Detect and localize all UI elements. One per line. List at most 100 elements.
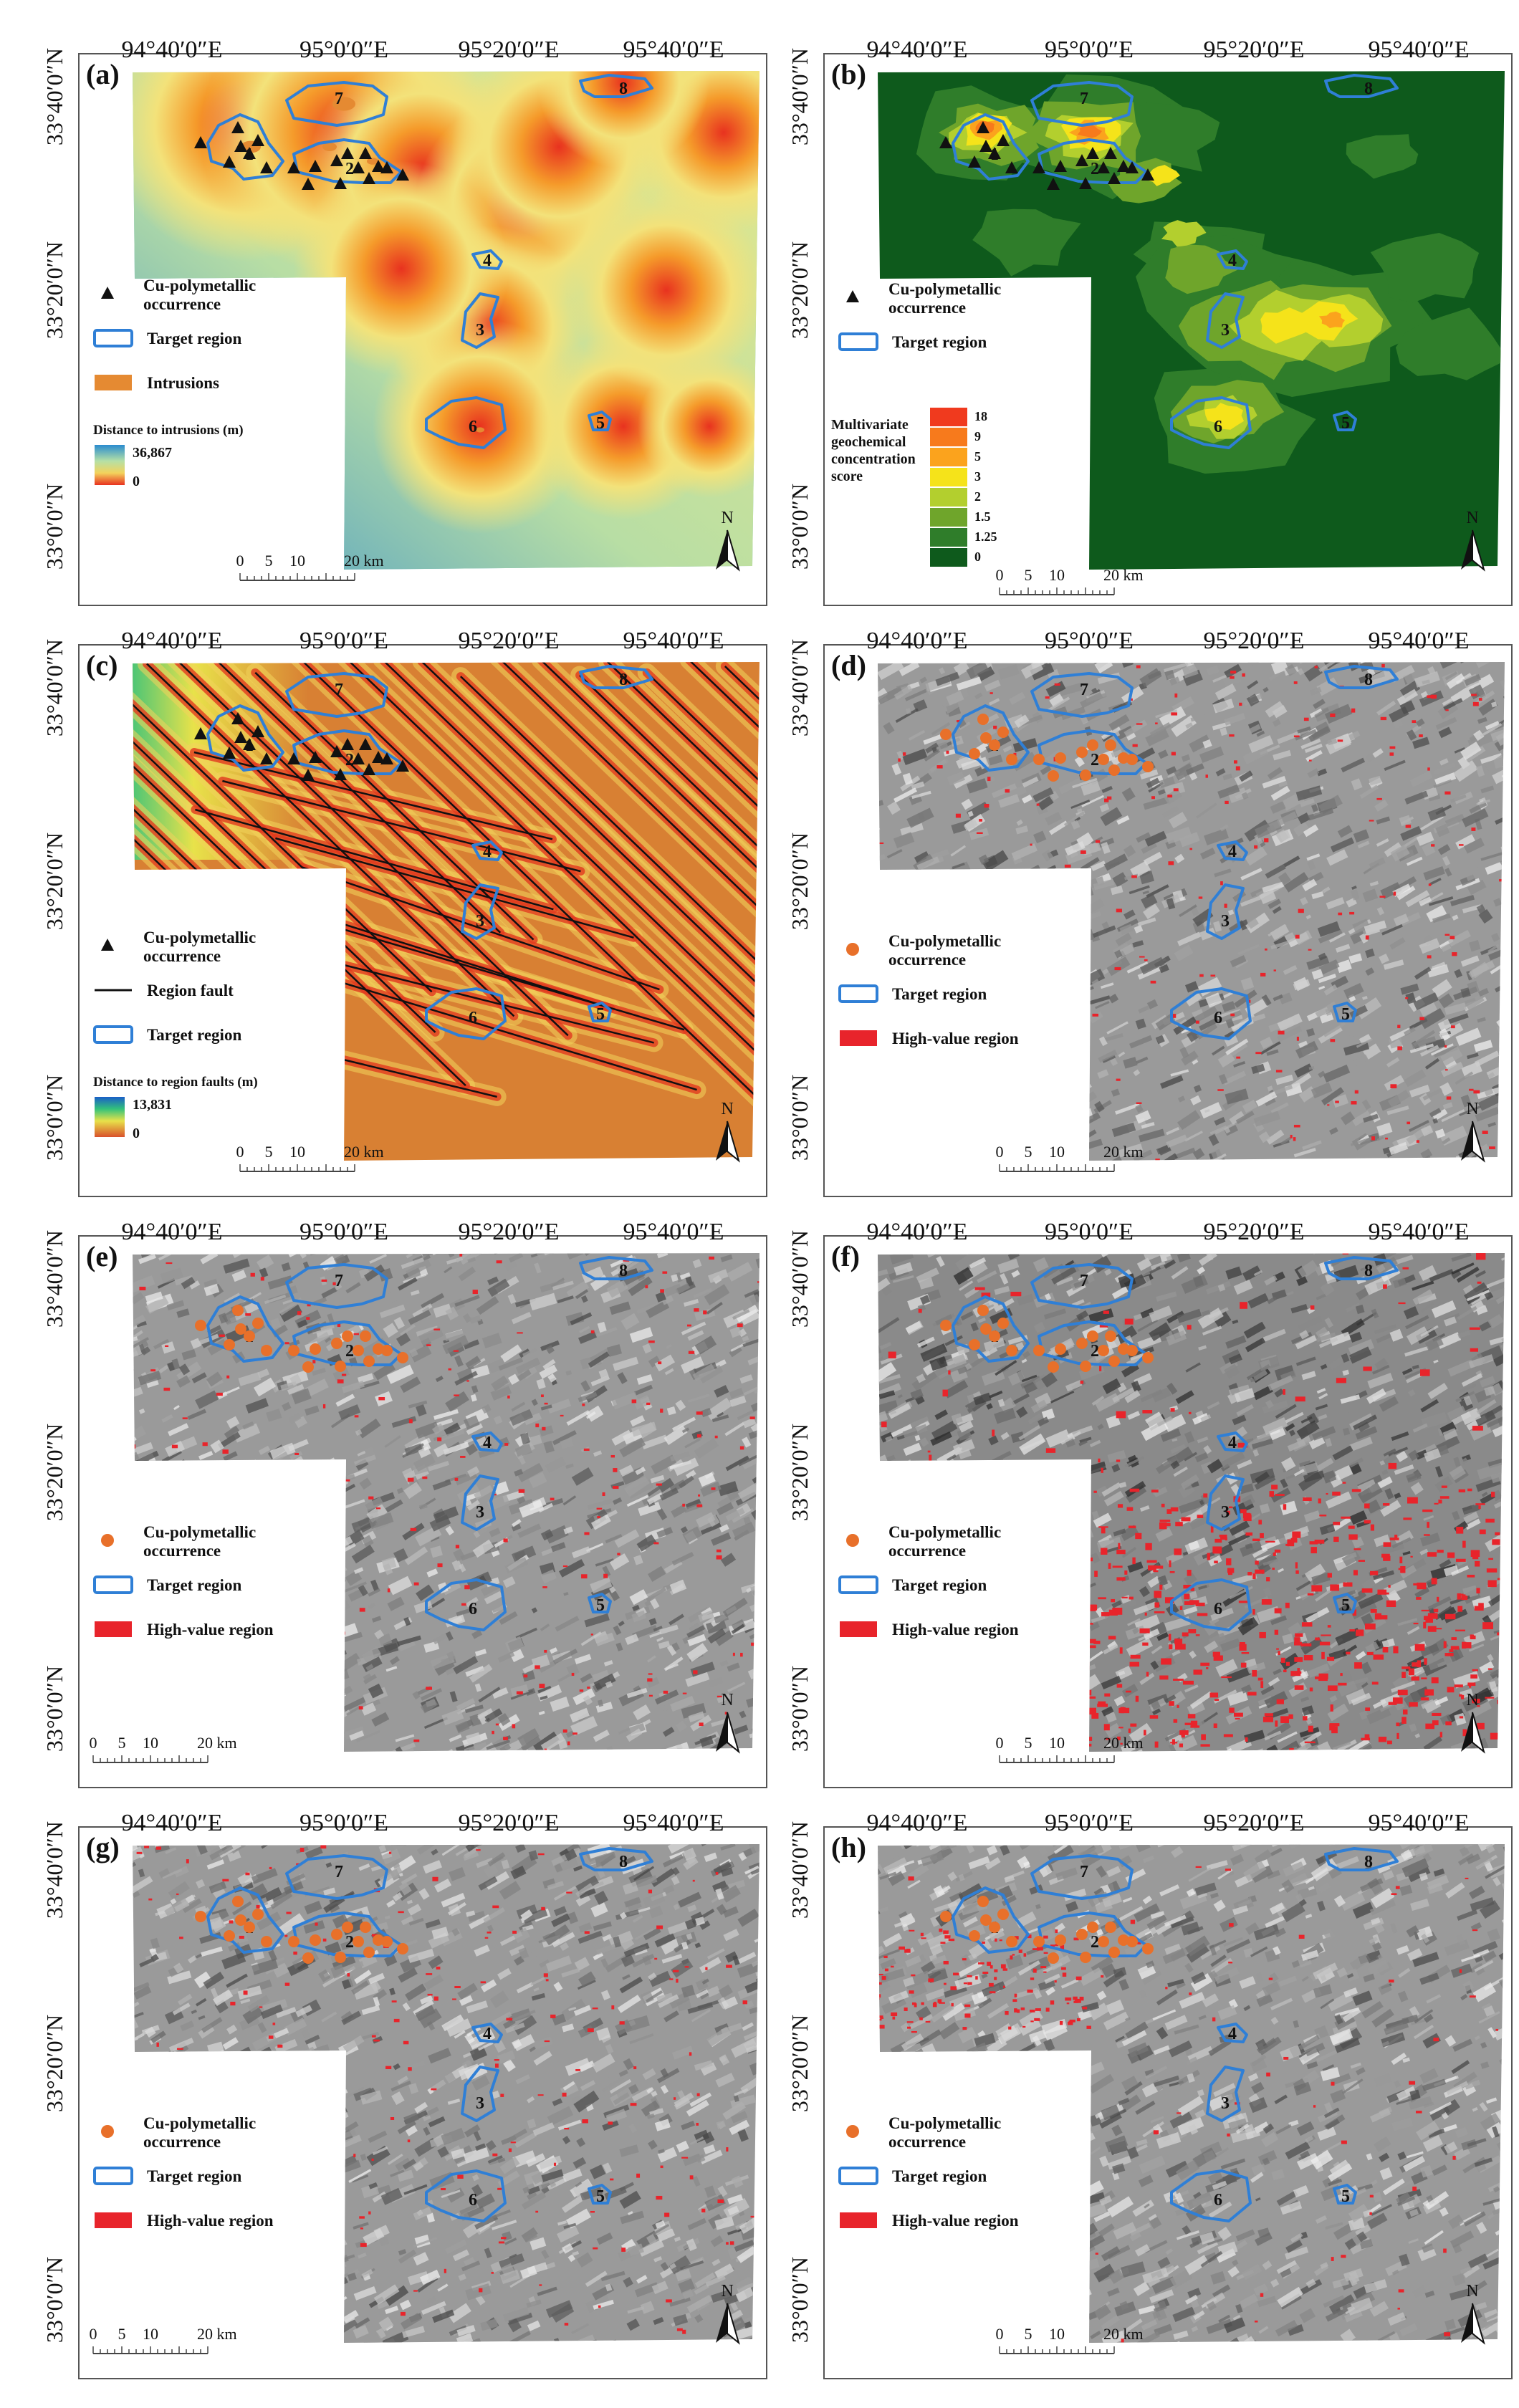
high-value-patch	[503, 1737, 508, 1740]
high-value-patch	[1292, 1531, 1301, 1538]
high-value-patch	[1401, 1666, 1411, 1669]
high-value-patch	[1369, 2194, 1374, 2198]
high-value-patch	[517, 1332, 523, 1334]
scale-bar-label: 5	[118, 1734, 126, 1752]
target-region-label: 4	[1228, 2025, 1237, 2043]
latitude-label: 33°20′0″N	[42, 241, 67, 339]
high-value-patch	[1309, 1687, 1313, 1692]
high-value-patch	[322, 1938, 327, 1942]
high-value-patch	[943, 1960, 949, 1965]
high-value-patch	[1107, 796, 1112, 800]
high-value-patch	[953, 1972, 959, 1976]
occurrence-marker	[342, 1922, 353, 1933]
high-value-patch	[1198, 896, 1203, 899]
high-value-patch	[1401, 1717, 1407, 1724]
high-value-patch	[995, 1938, 997, 1942]
high-value-patch	[1179, 1730, 1189, 1735]
latitude-labels: 33°40′0″N33°20′0″N33°0′0″N	[787, 1230, 813, 1752]
panel-label: (h)	[831, 1831, 866, 1863]
target-region-8	[579, 1256, 653, 1280]
target-region-4	[1217, 840, 1248, 861]
high-value-patch	[1419, 734, 1423, 737]
longitude-label: 95°20′0″E	[1204, 1222, 1305, 1245]
high-value-patch	[1010, 1292, 1022, 1297]
high-value-patch	[1327, 1656, 1335, 1661]
target-region-label: 5	[1341, 1005, 1350, 1024]
high-value-patch	[682, 2329, 686, 2334]
high-value-patch	[884, 1968, 888, 1972]
longitude-label: 95°40′0″E	[1369, 630, 1470, 654]
high-value-patch	[989, 1991, 996, 1994]
map-panel-g: 94°40′0″E 95°0′0″E 95°20′0″E 95°40′0″E33°40…	[42, 1813, 767, 2379]
high-value-patch	[1427, 1613, 1438, 1619]
high-value-patch	[1149, 1715, 1159, 1719]
high-value-patch	[1412, 720, 1417, 724]
high-value-patch	[268, 2035, 274, 2039]
high-value-patch	[1075, 1976, 1082, 1980]
high-value-patch	[1230, 1013, 1235, 1017]
north-arrow-icon: N	[716, 2282, 740, 2345]
map-content	[133, 71, 760, 570]
high-value-patch	[964, 2013, 971, 2018]
occurrence-marker	[1087, 739, 1098, 751]
latitude-label: 33°40′0″N	[787, 48, 813, 145]
occurrence-marker	[334, 768, 347, 780]
occurrence-marker	[232, 1305, 244, 1316]
high-value-patch	[1200, 1662, 1210, 1666]
high-value-patch	[1150, 980, 1156, 984]
high-value-patch	[373, 2039, 380, 2042]
high-value-patch	[1022, 2025, 1026, 2028]
high-value-patch	[1187, 1714, 1196, 1719]
high-value-patch	[1130, 1654, 1141, 1659]
target-region-7	[1030, 672, 1134, 718]
legend-target-icon	[838, 984, 878, 1003]
occurrence-marker	[1054, 160, 1067, 172]
high-value-patch	[989, 692, 993, 694]
class-label: 18	[974, 409, 987, 423]
high-value-patch	[1087, 1623, 1093, 1625]
high-value-patch	[1230, 676, 1235, 679]
high-value-patch	[929, 1454, 932, 1462]
target-region-label: 8	[1364, 80, 1373, 98]
occurrence-marker	[231, 712, 244, 724]
high-value-patch	[1381, 663, 1385, 668]
high-value-patch	[535, 1665, 540, 1669]
high-value-patch	[1189, 848, 1193, 850]
high-value-patch	[553, 2162, 557, 2166]
high-value-patch	[368, 2211, 371, 2215]
high-value-patch	[1370, 1570, 1379, 1575]
latitude-label: 33°0′0″N	[787, 1666, 813, 1752]
high-value-patch	[619, 2021, 625, 2025]
high-value-patch	[504, 1443, 509, 1446]
high-value-patch	[1487, 1668, 1492, 1670]
occurrence-marker	[1098, 1936, 1109, 1947]
high-value-patch	[433, 1328, 441, 1330]
region-fault	[222, 780, 581, 873]
high-value-patch	[575, 2069, 580, 2071]
target-region-label: 6	[1214, 418, 1222, 436]
high-value-patch	[987, 777, 991, 782]
high-value-patch	[1424, 1534, 1430, 1536]
high-value-patch	[1378, 1737, 1387, 1742]
high-value-patch	[500, 2237, 506, 2240]
high-value-patch	[1352, 1609, 1357, 1616]
occurrence-marker	[302, 769, 315, 781]
high-value-patch	[1365, 1707, 1371, 1711]
target-region-label: 4	[483, 1434, 492, 1452]
target-region-8	[579, 665, 653, 689]
high-value-patch	[1252, 1608, 1255, 1615]
latitude-label: 33°0′0″N	[42, 484, 67, 570]
high-value-patch	[1095, 2253, 1098, 2255]
north-label: N	[1466, 2282, 1478, 2301]
high-value-patch	[1181, 1734, 1185, 1738]
high-value-patch	[1459, 1716, 1464, 1719]
high-value-patch	[1397, 2308, 1400, 2310]
target-region-label: 8	[1364, 671, 1373, 689]
high-value-patch	[1446, 1096, 1452, 1100]
target-region-2	[292, 1320, 403, 1366]
high-value-patch	[682, 1692, 687, 1694]
occurrence-marker	[989, 739, 1000, 751]
high-value-patch	[1303, 1497, 1312, 1501]
high-value-patch	[539, 2284, 542, 2286]
